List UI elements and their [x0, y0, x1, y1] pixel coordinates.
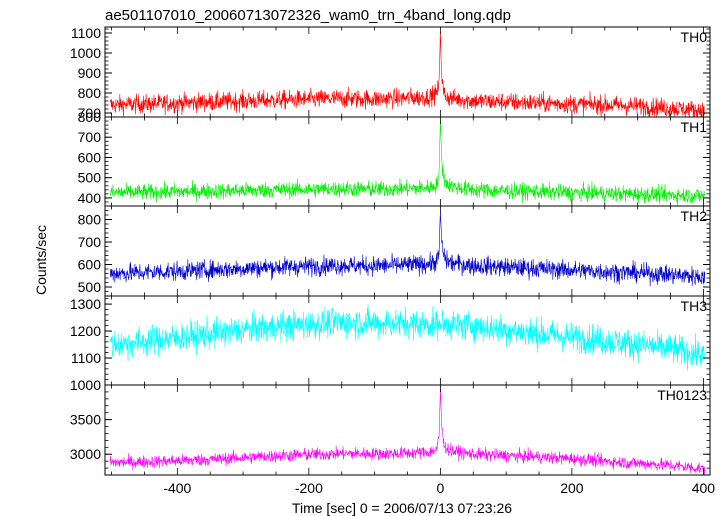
y-tick-label: 1000: [70, 45, 101, 61]
series-label-th1: TH1: [681, 119, 708, 135]
y-tick-label: 800: [78, 212, 102, 228]
x-tick-label: -200: [295, 480, 323, 496]
panel-th2: 500 600 700 800 TH2: [78, 205, 711, 297]
x-axis-label: Time [sec] 0 = 2006/07/13 07:23:26: [292, 500, 512, 516]
series-line-th3: [109, 304, 706, 371]
y-tick-label: 500: [78, 170, 102, 186]
y-tick-label: 400: [78, 190, 102, 206]
y-tick-label: 3500: [70, 412, 101, 428]
series-line-th0123: [109, 388, 706, 475]
series-line-th2: [109, 211, 706, 287]
panel-th0: 700 800 900 1000 1100 TH0: [70, 25, 711, 121]
series-label-th2: TH2: [681, 208, 708, 224]
y-tick-label: 800: [78, 85, 102, 101]
series-label-th3: TH3: [681, 298, 708, 314]
series-line-th0: [109, 32, 706, 117]
x-tick-label: 400: [692, 480, 716, 496]
y-tick-label: 1200: [70, 323, 101, 339]
x-tick-label: -400: [163, 480, 191, 496]
y-tick-label: 3000: [70, 446, 101, 462]
y-tick-label: 600: [78, 257, 102, 273]
x-axis-ticks: -400 -200 0 200 400: [163, 480, 715, 496]
y-tick-label: 1000: [70, 377, 101, 393]
y-tick-label: 900: [78, 65, 102, 81]
series-label-th0123: TH0123: [657, 387, 707, 403]
x-tick-label: 0: [436, 480, 444, 496]
y-tick-label: 1300: [70, 296, 101, 312]
series-label-th0: TH0: [681, 29, 708, 45]
y-tick-label: 800: [78, 109, 102, 125]
y-tick-label: 700: [78, 129, 102, 145]
y-tick-label: 700: [78, 105, 102, 121]
y-tick-label: 600: [78, 149, 102, 165]
panel-th0123: 3000 3500 TH0123: [70, 384, 711, 476]
y-tick-label: 1100: [71, 25, 101, 41]
panel-th1: 400 500 600 700 800 TH1: [78, 109, 711, 207]
y-axis-label: Counts/sec: [33, 225, 49, 295]
y-tick-label: 1100: [71, 350, 101, 366]
series-line-th1: [110, 120, 706, 206]
y-tick-label: 500: [78, 279, 102, 295]
panel-th3: 1000 1100 1200 1300 TH3: [70, 295, 711, 393]
x-tick-label: 200: [560, 480, 584, 496]
chart-title: ae501107010_20060713072326_wam0_trn_4ban…: [105, 7, 511, 24]
y-tick-label: 700: [78, 234, 102, 250]
